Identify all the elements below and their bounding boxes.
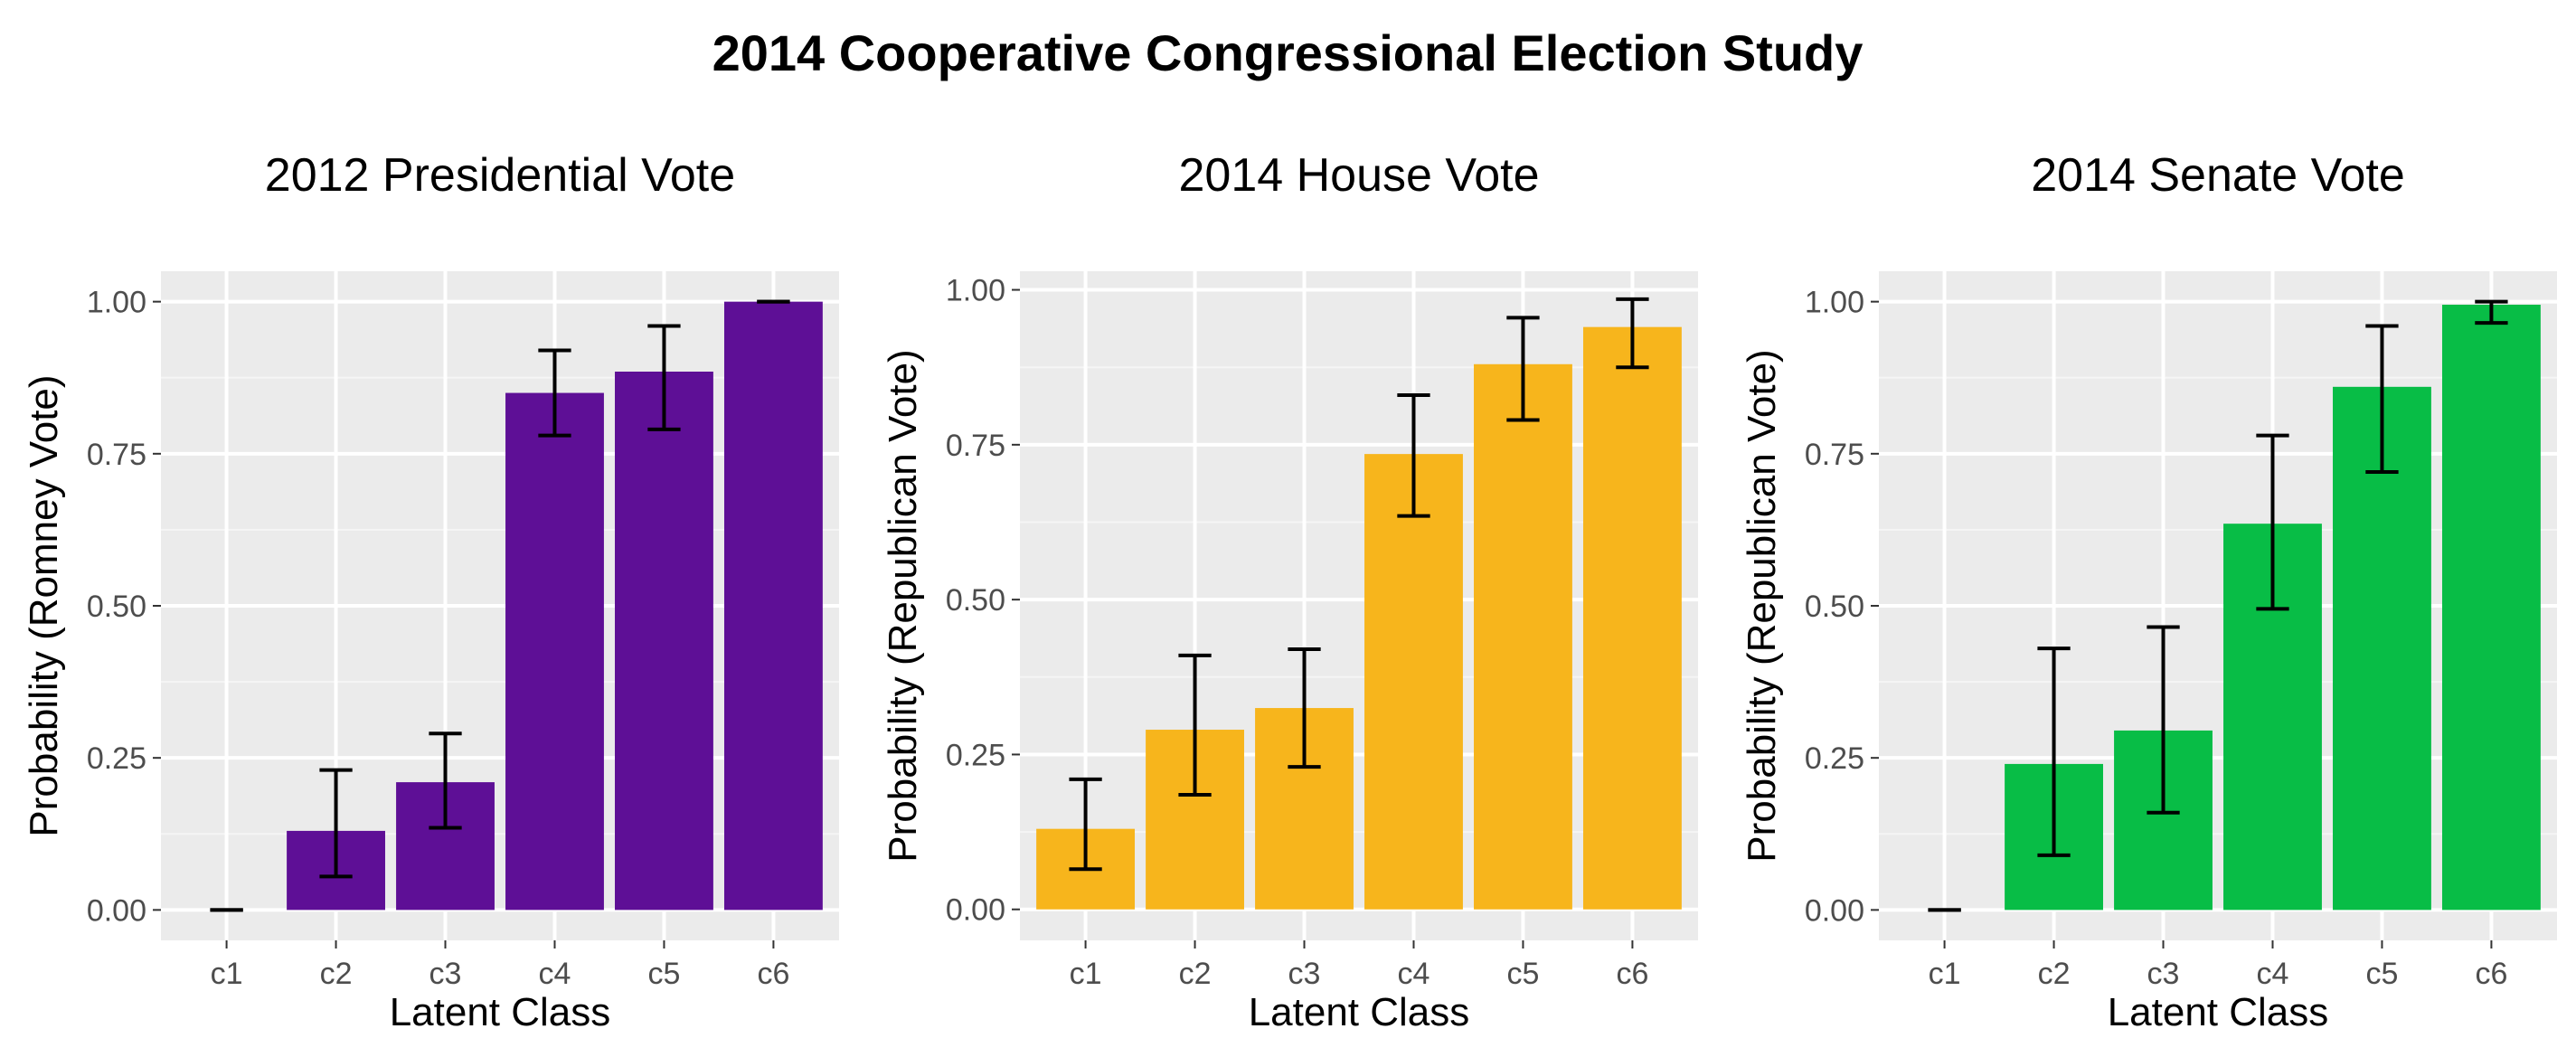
panel-3-error-bar-c3 <box>2147 625 2180 815</box>
panel-3-error-bar-c2 <box>2037 646 2071 857</box>
panel-2-title: 2014 House Vote <box>1179 149 1540 202</box>
panel-2-error-bar-c1 <box>1069 777 1102 872</box>
panel-1-error-bar-c4 <box>538 348 571 438</box>
panel-2-y-tick-label: 0.25 <box>946 738 1005 772</box>
panel-2-y-axis-title: Probability (Republican Vote) <box>881 349 925 862</box>
panel-2-error-bar-c4 <box>1397 393 1430 518</box>
panel-3-x-tick-label: c3 <box>2147 957 2180 991</box>
panel-2-x-tick-label: c3 <box>1288 957 1321 991</box>
panel-3-x-tick-label: c5 <box>2365 957 2398 991</box>
panel-3-error-bar-c4 <box>2256 433 2289 611</box>
panel-2-x-tick-label: c4 <box>1398 957 1430 991</box>
panel-2-x-tick-label: c5 <box>1506 957 1539 991</box>
panel-1-y-tick-label: 0.50 <box>87 590 146 624</box>
panels: 0.00 0.25 0.50 0.75 1.00 c1 c2 c3 c4 c5 c6 2012 Pre… <box>22 149 2557 1034</box>
panel-1-y-tick-label: 0.75 <box>87 438 146 472</box>
panel-2-error-bar-c2 <box>1178 653 1212 797</box>
figure-title: 2014 Cooperative Congressional Election … <box>712 24 1864 81</box>
panel-3-error-bar-c6 <box>2475 299 2508 326</box>
panel-1-title: 2012 Presidential Vote <box>265 149 735 202</box>
panel-1-bar-c4 <box>505 392 604 911</box>
panel-1-x-tick-label: c6 <box>757 957 789 991</box>
panel-1-error-bar-c2 <box>319 768 353 879</box>
panel-1-bar-c6 <box>723 301 823 911</box>
panel-2-x-tick-label: c2 <box>1179 957 1212 991</box>
panel-2-error-bar-c6 <box>1616 297 1649 370</box>
panel-3-x-axis-title: Latent Class <box>2108 990 2329 1034</box>
panel-3-y-tick-label: 0.75 <box>1805 438 1864 472</box>
panel-1-x-tick-label: c1 <box>211 957 243 991</box>
panel-1-y-axis-title: Probability (Romney Vote) <box>22 374 66 836</box>
panel-3-y-tick-label: 1.00 <box>1805 286 1864 320</box>
panel-2-y-tick-label: 0.50 <box>946 583 1005 618</box>
panel-1-y-tick-label: 1.00 <box>87 286 146 320</box>
panel-1-error-bar-c5 <box>647 324 681 431</box>
panel-1-x-tick-label: c2 <box>320 957 353 991</box>
panel-3-error-bar-c5 <box>2365 324 2399 474</box>
panel-1-y-tick-label: 0.25 <box>87 741 146 776</box>
panel-2-y-tick-label: 1.00 <box>946 274 1005 308</box>
panel-3-y-tick-label: 0.50 <box>1805 590 1864 624</box>
panel-1-x-tick-label: c3 <box>429 957 462 991</box>
panel-2-bar-c5 <box>1474 363 1572 910</box>
panel-1-x-tick-label: c4 <box>539 957 571 991</box>
panel-2-x-tick-label: c6 <box>1616 957 1648 991</box>
panel-2-y-tick-label: 0.75 <box>946 429 1005 463</box>
panel-1: 0.00 0.25 0.50 0.75 1.00 c1 c2 c3 c4 c5 c6 2012 Pre… <box>22 149 839 1034</box>
panel-1-y-tick-label: 0.00 <box>87 893 146 928</box>
panel-2: 0.00 0.25 0.50 0.75 1.00 c1 c2 c3 c4 c5 c6 2014 Hou… <box>881 149 1698 1034</box>
panel-3-y-tick-label: 0.00 <box>1805 893 1864 928</box>
panel-2-x-tick-label: c1 <box>1070 957 1102 991</box>
panel-1-x-axis-title: Latent Class <box>390 990 611 1034</box>
panel-3-x-tick-label: c4 <box>2257 957 2289 991</box>
panel-1-bar-c5 <box>615 372 713 911</box>
panel-2-bar-c6 <box>1582 326 1682 910</box>
panel-2-bar-c4 <box>1364 454 1463 910</box>
panel-3: 0.00 0.25 0.50 0.75 1.00 c1 c2 c3 c4 c5 c6 2014 Sen… <box>1740 149 2557 1034</box>
panel-2-error-bar-c5 <box>1506 316 1540 422</box>
panel-1-x-tick-label: c5 <box>647 957 680 991</box>
panel-3-bar-c6 <box>2441 305 2541 911</box>
panel-3-y-axis-title: Probability (Republican Vote) <box>1740 349 1784 862</box>
panel-2-y-tick-label: 0.00 <box>946 893 1005 928</box>
panel-3-x-tick-label: c6 <box>2475 957 2507 991</box>
panel-3-y-tick-label: 0.25 <box>1805 741 1864 776</box>
panel-3-bar-c5 <box>2333 386 2431 911</box>
panel-1-error-bar-c3 <box>429 731 462 830</box>
panel-2-error-bar-c3 <box>1288 646 1321 769</box>
panel-3-title: 2014 Senate Vote <box>2031 149 2405 202</box>
panel-2-x-axis-title: Latent Class <box>1249 990 1470 1034</box>
panel-3-x-tick-label: c2 <box>2038 957 2071 991</box>
panel-3-x-tick-label: c1 <box>1929 957 1961 991</box>
